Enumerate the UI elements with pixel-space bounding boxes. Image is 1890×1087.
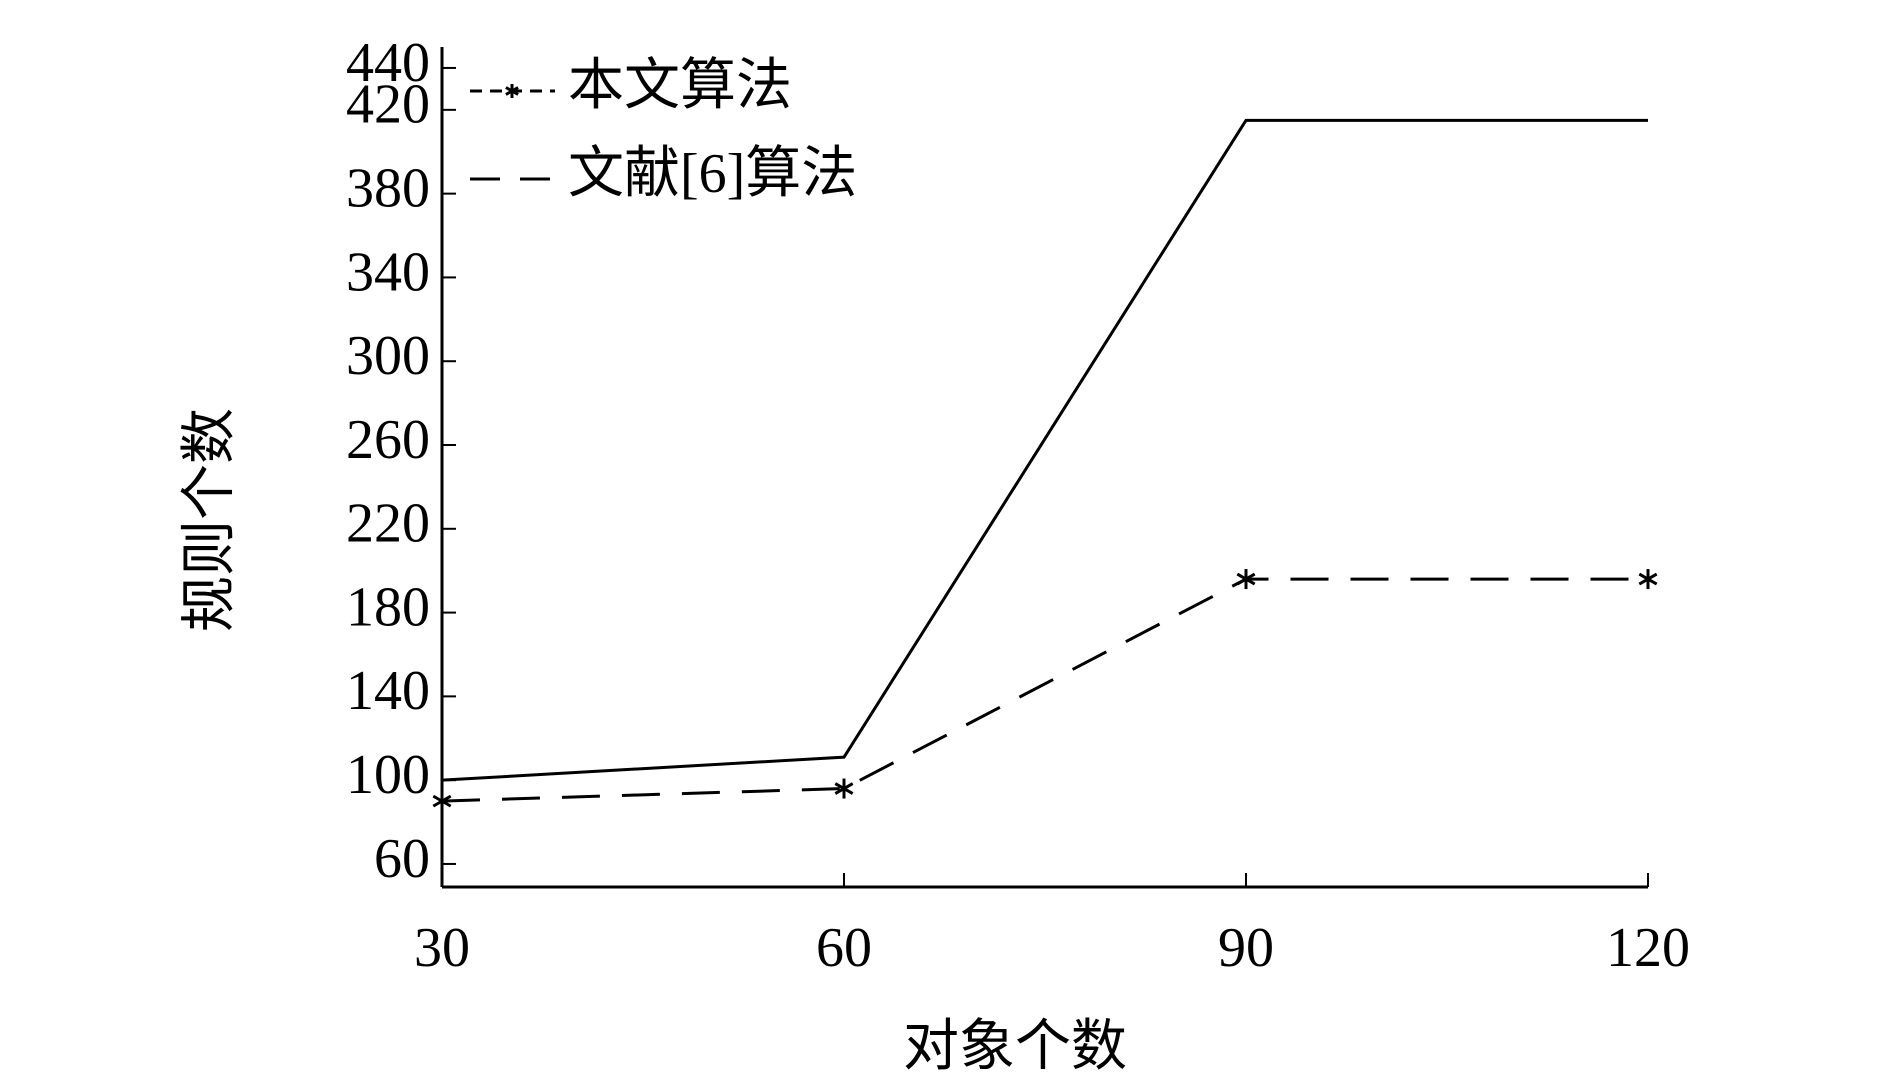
x-axis-label: 对象个数	[903, 1016, 1127, 1078]
y-tick-label: 260	[346, 409, 430, 471]
legend-label: 文献[6]算法	[568, 143, 857, 205]
x-tick-label: 30	[414, 917, 470, 979]
x-tick-label: 120	[1606, 917, 1690, 979]
marker	[834, 778, 854, 799]
marker	[505, 84, 519, 98]
marker	[1638, 569, 1658, 590]
y-tick-label: 300	[346, 325, 430, 387]
y-tick-label: 380	[346, 157, 430, 219]
y-tick-label: 100	[346, 744, 430, 806]
y-tick-label: 140	[346, 660, 430, 722]
series-line	[441, 118, 1648, 782]
marker	[1236, 569, 1256, 590]
marker-stroke	[834, 782, 854, 795]
y-axis-label: 规则个数	[179, 408, 241, 632]
y-tick-label: 440	[346, 32, 430, 94]
x-tick-label: 60	[816, 917, 872, 979]
y-tick-label: 340	[346, 241, 430, 303]
y-tick-label: 220	[346, 493, 430, 555]
x-tick-label: 90	[1218, 917, 1274, 979]
marker-stroke	[1638, 572, 1658, 586]
y-tick-label: 60	[374, 828, 430, 890]
marker	[432, 791, 452, 812]
series-line	[441, 577, 1648, 803]
legend-label: 本文算法	[568, 55, 792, 117]
y-tick-label: 420	[346, 74, 430, 136]
marker-stroke	[505, 86, 519, 96]
marker-stroke	[1236, 572, 1256, 586]
y-tick-label: 180	[346, 576, 430, 638]
marker-stroke	[432, 794, 452, 808]
